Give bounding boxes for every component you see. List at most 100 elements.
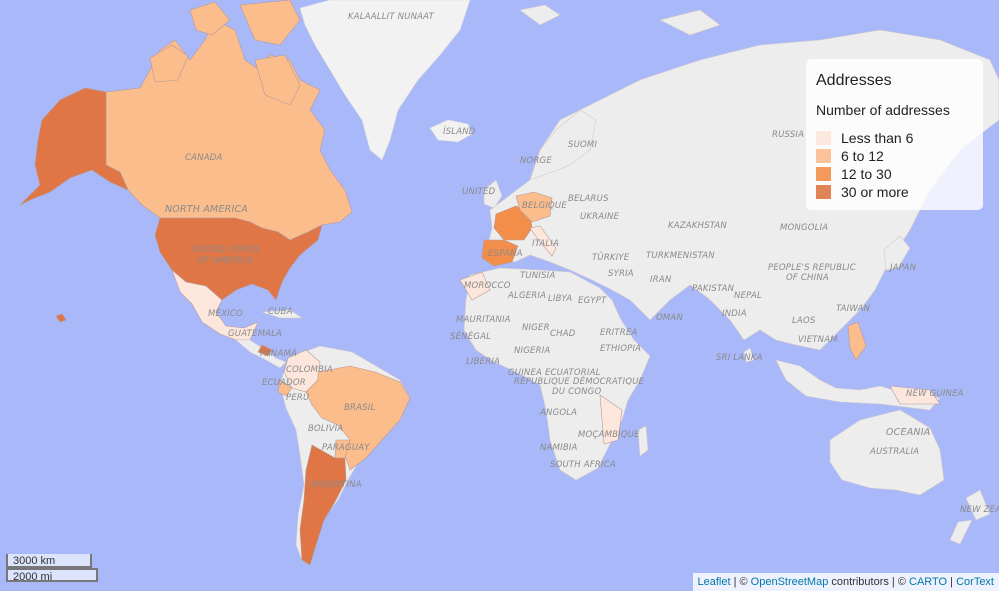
label-paraguay: PARAGUAY <box>322 443 370 453</box>
attribution-contributors: contributors | © <box>828 576 909 588</box>
australia <box>829 409 945 496</box>
brazil <box>305 365 411 471</box>
label-guinea-ec: GUINEA ECUATORIAL <box>508 368 601 378</box>
label-mexico: MÉXICO <box>208 307 243 319</box>
legend-items: Less than 6 6 to 12 12 to 30 30 or more <box>816 129 973 201</box>
label-usa2: OF AMERICA <box>198 256 253 266</box>
legend-swatch <box>816 149 831 163</box>
legend-title: Addresses <box>816 72 892 89</box>
attribution: Leaflet | © OpenStreetMap contributors |… <box>692 573 999 591</box>
philippines <box>847 321 867 361</box>
label-peru: PERÚ <box>286 391 310 403</box>
label-liberia: LIBERIA <box>466 357 500 367</box>
legend-item: Less than 6 <box>816 129 973 147</box>
label-senegal: SÉNÉGAL <box>450 330 491 342</box>
label-turkiye: TÜRKIYE <box>592 252 630 263</box>
label-oman: OMAN <box>656 313 683 323</box>
label-niger: NIGER <box>522 323 550 333</box>
label-morocco: MOROCCO <box>464 281 511 291</box>
label-north-america: NORTH AMERICA <box>165 204 248 215</box>
label-kalaallit: KALAALLIT NUNAAT <box>348 12 435 22</box>
label-rdc2: DU CONGO <box>552 387 601 397</box>
label-norge: NORGE <box>520 156 552 166</box>
label-mauritania: MAURITANIA <box>456 315 511 325</box>
label-angola: ANGOLA <box>539 408 577 418</box>
label-new-zealand: NEW ZEALAND <box>960 505 999 515</box>
label-vietnam: VIETNAM <box>798 335 838 345</box>
label-namibia: NAMIBIA <box>540 443 578 453</box>
label-eritrea: ERITREA <box>600 328 637 338</box>
label-oceania: OCEANIA <box>886 427 930 438</box>
label-bolivia: BOLIVIA <box>308 424 343 434</box>
label-prc: PEOPLE'S REPUBLIC <box>768 263 856 273</box>
label-argentina: ARGENTINA <box>309 480 362 490</box>
argentina <box>299 444 347 566</box>
carto-link[interactable]: CARTO <box>909 576 948 588</box>
label-belarus: BELARUS <box>568 194 609 204</box>
iceland <box>429 119 473 143</box>
label-australia: AUSTRALIA <box>869 447 919 457</box>
label-mozambique: MOÇAMBIQUE <box>578 430 640 440</box>
label-iran: IRAN <box>650 275 672 285</box>
label-panama: PANAMÁ <box>260 347 297 359</box>
label-brasil: BRASIL <box>344 403 375 413</box>
legend-item: 30 or more <box>816 183 973 201</box>
label-mongolia: MONGOLIA <box>780 223 828 233</box>
mexico <box>171 269 259 341</box>
label-russia: RUSSIA <box>772 130 804 140</box>
label-ecuador: ECUADOR <box>262 378 306 388</box>
legend-swatch <box>816 131 831 145</box>
label-syria: SYRIA <box>608 269 634 279</box>
leaflet-link[interactable]: Leaflet <box>697 576 731 588</box>
label-egypt: EGYPT <box>578 296 607 306</box>
label-rdc: RÉPUBLIQUE DÉMOCRATIQUE <box>514 375 645 387</box>
cortext-link[interactable]: CorText <box>956 576 994 588</box>
attribution-separator: | © <box>730 576 751 588</box>
label-suomi: SUOMI <box>568 140 597 150</box>
label-usa: UNITED STATES <box>192 245 261 255</box>
label-pakistan: PAKISTAN <box>692 284 735 294</box>
greenland <box>299 0 471 161</box>
label-taiwan: TAIWAN <box>836 304 871 314</box>
label-italia: ITALIA <box>532 239 559 249</box>
label-srilanka: SRI LANKA <box>716 353 763 363</box>
legend-item: 6 to 12 <box>816 147 973 165</box>
attribution-separator: | <box>947 576 957 588</box>
scale-km: 3000 km <box>6 554 92 568</box>
scale-mi: 2000 mi <box>6 568 98 583</box>
label-nigeria: NIGERIA <box>514 346 550 356</box>
alaska <box>19 87 129 206</box>
label-kazakhstan: KAZAKHSTAN <box>668 221 727 231</box>
label-guatemala: GUATEMALA <box>228 329 282 339</box>
legend-swatch <box>816 167 831 181</box>
label-newguinea: NEW GUINEA <box>906 389 964 399</box>
legend-subtitle: Number of addresses <box>816 102 950 118</box>
label-chad: CHAD <box>550 329 576 339</box>
label-south-africa: SOUTH AFRICA <box>550 460 616 470</box>
label-canada: CANADA <box>185 153 222 163</box>
label-japan: JAPAN <box>888 263 917 273</box>
osm-link[interactable]: OpenStreetMap <box>750 576 829 588</box>
label-turkmenistan: TURKMENISTAN <box>646 251 715 261</box>
label-laos: LAOS <box>792 316 816 326</box>
label-united: UNITED <box>462 187 496 197</box>
label-espana: ESPAÑA <box>488 248 523 259</box>
map-legend: Addresses Number of addresses Less than … <box>806 59 983 210</box>
label-ukraine: UKRAINE <box>580 212 620 222</box>
france <box>493 205 533 241</box>
legend-swatch <box>816 185 831 199</box>
spain <box>481 239 519 267</box>
label-island: ÍSLAND <box>443 125 476 137</box>
label-india: INDIA <box>722 309 747 319</box>
label-algeria: ALGERIA <box>507 291 546 301</box>
label-belgique: BELGIQUE <box>522 201 567 211</box>
legend-item-label: 30 or more <box>841 184 909 200</box>
label-nepal: NEPAL <box>734 291 762 301</box>
scale-bar: 3000 km 2000 mi <box>6 554 98 583</box>
legend-item-label: 6 to 12 <box>841 148 884 164</box>
label-prc2: OF CHINA <box>786 273 829 283</box>
label-colombia: COLOMBIA <box>286 365 333 375</box>
label-cuba: CUBA <box>268 307 293 317</box>
legend-item: 12 to 30 <box>816 165 973 183</box>
legend-item-label: 12 to 30 <box>841 166 892 182</box>
